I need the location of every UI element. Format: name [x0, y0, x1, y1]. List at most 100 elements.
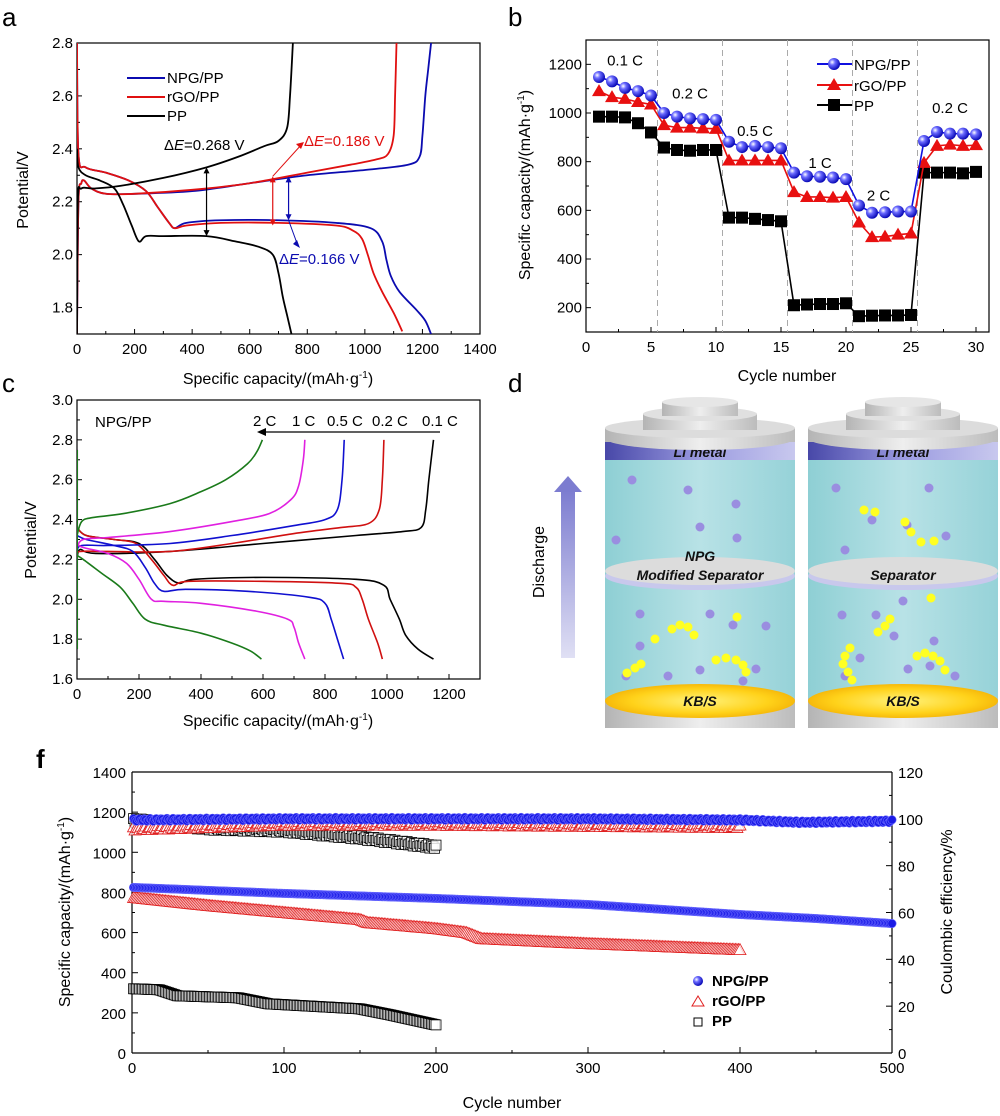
y-tick-label: 1000: [93, 845, 126, 862]
data-point-rgo-pp: [722, 153, 736, 166]
li-ion-particle: [840, 545, 850, 555]
li-ion-particle: [924, 483, 934, 493]
data-point-npg-pp: [723, 135, 735, 148]
rate-label-1c: 1 C: [292, 413, 316, 430]
data-point-pp: [658, 141, 670, 154]
polysulfide-particle: [622, 668, 632, 678]
data-point-npg-pp: [827, 171, 839, 184]
data-point-pp: [684, 144, 696, 157]
efficiency-point-pp: [430, 839, 442, 851]
polysulfide-particle: [711, 655, 721, 665]
li-ion-particle: [929, 636, 939, 646]
y-tick-label: 800: [101, 885, 126, 902]
data-point-npg-pp: [905, 205, 917, 218]
x-tick-label: 200: [126, 686, 151, 703]
li-ion-particle: [903, 664, 913, 674]
legend-label-pp: PP: [712, 1013, 732, 1030]
polysulfide-particle: [859, 505, 869, 515]
rate-label: 2 C: [867, 188, 891, 205]
data-point-rgo-pp: [839, 189, 853, 202]
polysulfide-particle: [741, 667, 751, 677]
capacity-point-pp: [430, 1019, 442, 1031]
charge-curve-0-5-c: [77, 439, 346, 552]
y2-tick-label: 60: [898, 906, 915, 923]
li-ion-particle: [635, 641, 645, 651]
data-point-npg-pp: [762, 141, 774, 154]
data-point-rgo-pp: [644, 97, 658, 110]
y-tick-label: 2.0: [52, 247, 73, 264]
discharge-curve-2-c: [77, 554, 262, 660]
discharge-curve-1-c: [77, 542, 306, 660]
panel-a-legend: NPG/PP rGO/PP PP: [127, 70, 224, 125]
data-point-rgo-pp: [917, 155, 931, 168]
y-tick-label: 2.2: [52, 551, 73, 568]
data-point-npg-pp: [866, 206, 878, 219]
data-point-rgo-pp: [735, 153, 749, 166]
annotation-delta-e-rgo: ΔE=0.186 V: [304, 133, 385, 150]
li-ion-particle: [871, 610, 881, 620]
polysulfide-particle: [650, 634, 660, 644]
legend-marker-square: [828, 99, 840, 111]
rate-label-0-2c: 0.2 C: [372, 413, 408, 430]
data-point-npg-pp: [775, 142, 787, 155]
y-tick-label: 2.4: [52, 512, 73, 529]
y-tick-label: 600: [557, 202, 582, 219]
li-ion-particle: [695, 522, 705, 532]
data-point-npg-pp: [918, 134, 930, 147]
li-ion-particle: [925, 661, 935, 671]
legend-label-pp: PP: [167, 108, 187, 125]
data-point-rgo-pp: [800, 189, 814, 202]
data-point-rgo-pp: [618, 91, 632, 104]
polysulfide-particle: [845, 643, 855, 653]
y-tick-label: 2.8: [52, 432, 73, 449]
polysulfide-particle: [885, 614, 895, 624]
polysulfide-particle: [900, 517, 910, 527]
x-tick-label: 1200: [432, 686, 465, 703]
li-ion-particle: [751, 664, 761, 674]
x-tick-label: 800: [295, 341, 320, 358]
polysulfide-particle: [912, 651, 922, 661]
x-tick-label: 300: [575, 1060, 600, 1077]
data-point-npg-pp: [879, 206, 891, 219]
data-point-rgo-pp: [878, 229, 892, 242]
data-point-rgo-pp: [683, 120, 697, 133]
panel-label-a: a: [2, 2, 17, 32]
polysulfide-particle: [880, 621, 890, 631]
efficiency-point-npg-pp: [887, 815, 897, 825]
panel-f-y2-axis-title: Coulombic efficiency/%: [939, 829, 956, 994]
x-tick-label: 400: [727, 1060, 752, 1077]
rate-label-0-1c: 0.1 C: [422, 413, 458, 430]
cathode-label: KB/S: [886, 693, 920, 709]
cathode-label: KB/S: [683, 693, 717, 709]
li-ion-particle: [898, 596, 908, 606]
data-point-rgo-pp: [774, 153, 788, 166]
polysulfide-particle: [929, 536, 939, 546]
x-tick-label: 500: [879, 1060, 904, 1077]
panel-f-y-axis-title: Specific capacity/(mAh·g-1): [56, 817, 74, 1007]
polysulfide-particle: [721, 653, 731, 663]
x-tick-label: 0: [73, 341, 81, 358]
discharge-curve-0-1-c: [77, 526, 434, 660]
y-tick-label: 2.2: [52, 194, 73, 211]
data-point-npg-pp: [801, 170, 813, 183]
data-point-pp: [788, 299, 800, 312]
x-tick-label: 1400: [463, 341, 496, 358]
annotation-pointer-head-icon: [296, 142, 304, 149]
panel-a-plot-area: 0 200 400 600 800 1000 1200 1400 1.8 2.0 2.2 2.4 2.6…: [52, 35, 497, 358]
annotation-pointer-head-icon: [293, 240, 300, 248]
y-tick-label: 1.8: [52, 300, 73, 317]
x-tick-label: 5: [647, 339, 655, 356]
separator-label: Modified Separator: [637, 567, 765, 583]
data-point-rgo-pp: [696, 121, 710, 134]
legend-marker-triangle: [691, 995, 705, 1007]
charge-curve-npg-pp: [77, 43, 432, 334]
polysulfide-particle: [689, 630, 699, 640]
series-line-pp: [599, 115, 977, 317]
data-point-rgo-pp: [709, 121, 723, 134]
y2-tick-label: 20: [898, 999, 915, 1016]
y-tick-label: 800: [557, 154, 582, 171]
y-tick-label: 2.8: [52, 35, 73, 52]
polysulfide-particle: [847, 675, 857, 685]
polysulfide-particle: [916, 537, 926, 547]
